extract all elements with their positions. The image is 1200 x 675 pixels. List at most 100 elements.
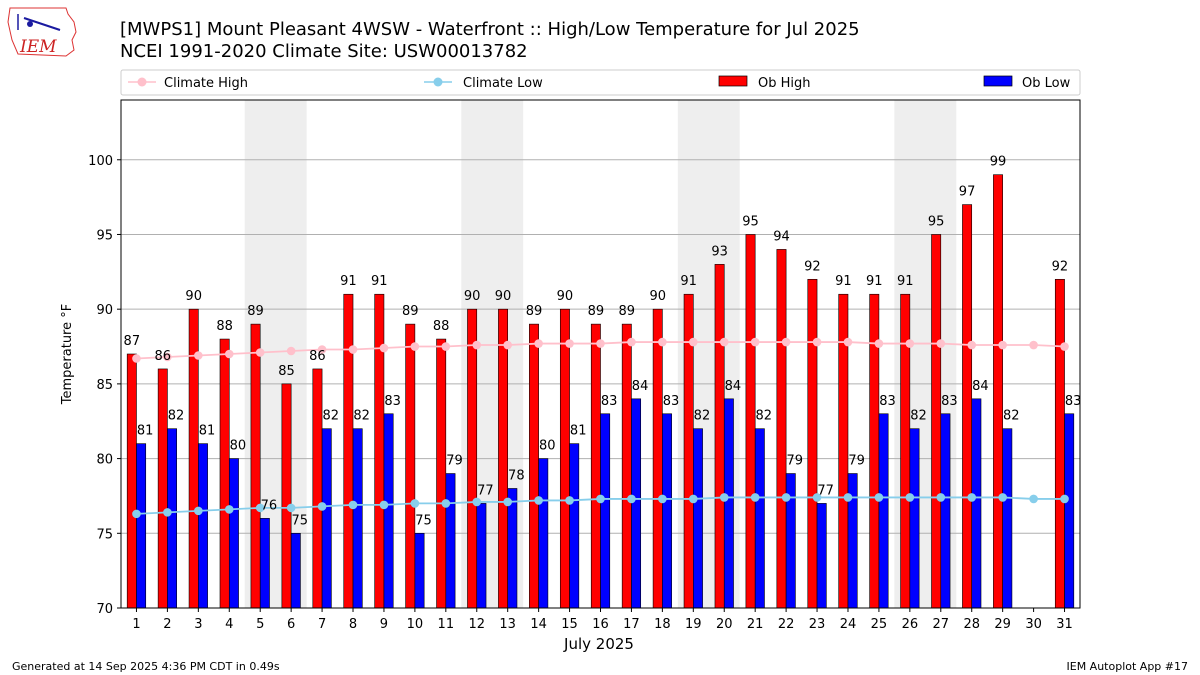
point-climate-high xyxy=(410,342,420,351)
point-climate-low xyxy=(565,496,574,505)
point-climate-low xyxy=(905,493,915,502)
bar-ob-low xyxy=(476,503,487,609)
point-climate-high xyxy=(1060,342,1069,351)
data-label-ob-high: 86 xyxy=(154,349,171,364)
point-climate-high xyxy=(627,337,636,347)
point-climate-high xyxy=(255,348,265,357)
data-label-ob-high: 89 xyxy=(526,304,543,319)
point-climate-high xyxy=(781,337,791,347)
x-tick-label: 26 xyxy=(902,617,919,632)
data-label-ob-low: 76 xyxy=(261,498,278,513)
x-tick-label: 22 xyxy=(778,617,795,632)
bar-ob-low xyxy=(290,532,301,609)
x-tick-label: 19 xyxy=(685,617,702,632)
x-tick-label: 7 xyxy=(318,617,326,632)
bar-ob-high xyxy=(250,323,261,609)
x-tick-label: 17 xyxy=(623,617,640,632)
data-label-ob-low: 80 xyxy=(230,439,247,454)
data-label-ob-low: 82 xyxy=(756,409,773,424)
x-tick-label: 8 xyxy=(349,617,357,632)
point-climate-low xyxy=(286,503,296,513)
x-tick-label: 11 xyxy=(438,617,455,632)
bar-ob-high xyxy=(467,308,478,609)
data-label-ob-high: 89 xyxy=(588,304,605,319)
data-label-ob-high: 89 xyxy=(247,304,264,319)
data-label-ob-low: 83 xyxy=(1065,394,1082,409)
data-label-ob-low: 82 xyxy=(353,409,370,424)
point-climate-high xyxy=(441,342,451,351)
point-climate-low xyxy=(1029,494,1038,504)
bar-ob-low xyxy=(878,413,889,609)
data-label-ob-low: 82 xyxy=(694,409,711,424)
data-label-ob-high: 89 xyxy=(619,304,636,319)
bar-ob-low xyxy=(569,443,580,609)
bar-ob-low xyxy=(352,428,363,609)
point-climate-high xyxy=(379,343,389,353)
data-label-ob-high: 91 xyxy=(866,274,883,289)
bar-ob-high xyxy=(126,353,137,609)
bar-ob-low xyxy=(693,428,703,609)
point-climate-low xyxy=(379,500,389,510)
data-label-ob-high: 90 xyxy=(495,289,512,304)
bar-ob-low xyxy=(600,413,611,609)
data-label-ob-low: 83 xyxy=(941,394,958,409)
data-label-ob-low: 81 xyxy=(570,424,587,439)
point-climate-low xyxy=(936,493,946,502)
data-label-ob-high: 86 xyxy=(309,349,326,364)
bar-ob-high xyxy=(436,338,447,609)
data-label-ob-low: 82 xyxy=(910,409,927,424)
data-label-ob-low: 84 xyxy=(972,379,989,394)
bar-ob-low xyxy=(816,503,827,609)
point-climate-high xyxy=(472,340,482,350)
bar-ob-high xyxy=(807,278,818,609)
data-label-ob-high: 91 xyxy=(371,274,388,289)
point-climate-low xyxy=(163,508,172,517)
x-tick-label: 24 xyxy=(840,617,857,632)
point-climate-low xyxy=(1060,494,1069,504)
x-tick-label: 15 xyxy=(561,617,578,632)
data-label-ob-high: 91 xyxy=(897,274,914,289)
x-tick-label: 1 xyxy=(132,617,140,632)
legend-ob-low: Ob Low xyxy=(1022,76,1071,91)
point-climate-low xyxy=(317,502,327,511)
x-tick-label: 28 xyxy=(963,617,980,632)
x-tick-label: 13 xyxy=(499,617,516,632)
bar-ob-high xyxy=(714,264,725,609)
bar-ob-low xyxy=(414,532,425,609)
point-climate-high xyxy=(194,351,203,360)
bar-ob-high xyxy=(931,234,942,609)
bar-ob-low xyxy=(723,398,734,609)
bar-ob-low xyxy=(136,443,147,609)
point-climate-low xyxy=(967,493,977,502)
x-tick-label: 25 xyxy=(871,617,888,632)
point-climate-low xyxy=(843,493,853,502)
point-climate-low xyxy=(781,493,791,502)
data-label-ob-high: 95 xyxy=(928,214,945,229)
iem-logo: IEM xyxy=(7,7,77,57)
data-label-ob-low: 82 xyxy=(1003,409,1020,424)
bar-ob-low xyxy=(538,458,549,609)
point-climate-low xyxy=(689,494,698,504)
point-climate-low xyxy=(719,493,729,502)
data-label-ob-high: 90 xyxy=(464,289,481,304)
data-label-ob-high: 97 xyxy=(959,185,976,200)
point-climate-high xyxy=(843,337,853,347)
bar-ob-low xyxy=(1002,428,1013,609)
data-label-ob-high: 91 xyxy=(340,274,357,289)
point-climate-high xyxy=(286,346,296,356)
bar-ob-high xyxy=(1054,278,1065,609)
point-climate-high xyxy=(967,340,977,350)
point-climate-high xyxy=(163,352,172,362)
bar-ob-low xyxy=(971,398,982,609)
y-tick-label: 100 xyxy=(88,154,113,169)
x-tick-label: 10 xyxy=(407,617,424,632)
data-label-ob-low: 82 xyxy=(322,409,339,424)
chart-title: [MWPS1] Mount Pleasant 4WSW - Waterfront… xyxy=(120,19,860,40)
data-label-ob-low: 83 xyxy=(879,394,896,409)
y-tick-label: 85 xyxy=(96,378,113,393)
point-climate-high xyxy=(534,339,543,348)
bar-ob-high xyxy=(405,323,416,609)
bar-ob-low xyxy=(228,458,239,609)
legend-ob-high: Ob High xyxy=(758,76,811,91)
point-climate-low xyxy=(194,506,203,516)
